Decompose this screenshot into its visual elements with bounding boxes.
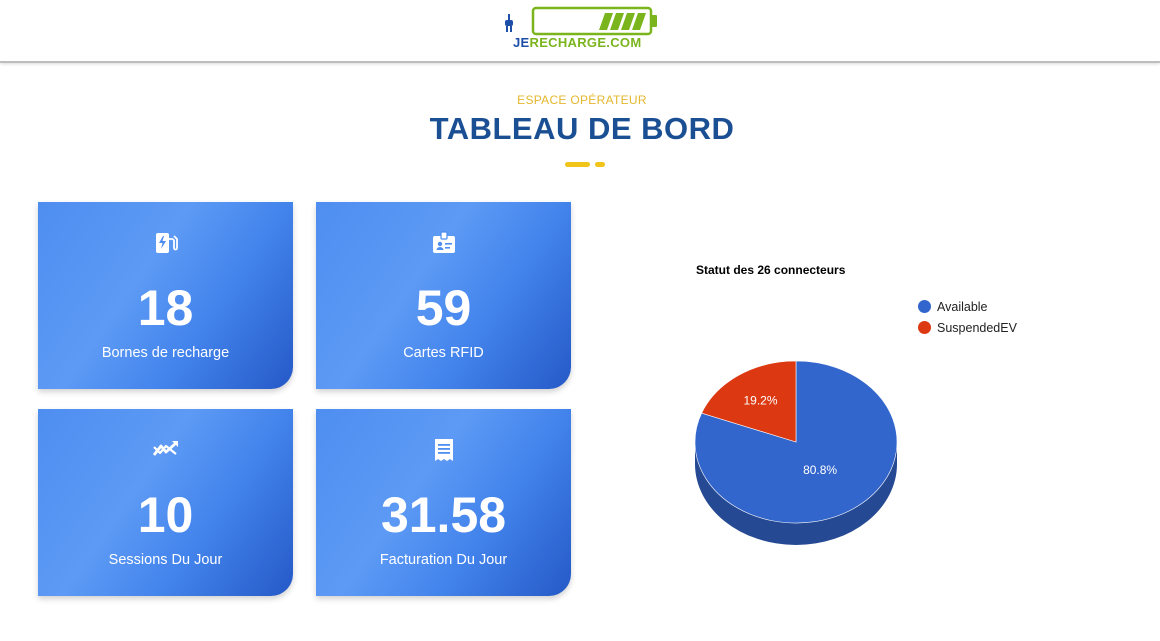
card-cartes-rfid[interactable]: 59 Cartes RFID bbox=[316, 202, 571, 389]
card-sessions[interactable]: 10 Sessions Du Jour bbox=[38, 409, 293, 596]
connector-status-pie-chart: 80.8% 19.2% bbox=[694, 360, 898, 545]
jerecharge-logo[interactable]: JERECHARGE.COM bbox=[503, 6, 661, 52]
slice-suspendedev-percent-label: 19.2% bbox=[743, 394, 777, 408]
bornes-count: 18 bbox=[137, 280, 194, 336]
bornes-label: Bornes de recharge bbox=[101, 345, 230, 361]
ev-station-icon bbox=[38, 230, 293, 258]
page-subtitle: ESPACE OPÉRATEUR bbox=[517, 93, 647, 107]
legend-label-suspendedev: SuspendedEV bbox=[937, 320, 1017, 335]
card-bornes[interactable]: 18 Bornes de recharge bbox=[38, 202, 293, 389]
slice-suspendedev[interactable] bbox=[701, 360, 797, 443]
logo-text: JERECHARGE.COM bbox=[513, 35, 641, 50]
logo-text-recharge: RECHARGE.COM bbox=[529, 35, 642, 50]
chart-title: Statut des 26 connecteurs bbox=[696, 263, 846, 277]
title-underline-short bbox=[595, 162, 605, 167]
facturation-amount: 31.58 bbox=[380, 487, 507, 543]
top-header: JERECHARGE.COM bbox=[0, 0, 1160, 63]
slice-available-side bbox=[695, 442, 897, 545]
chart-legend: Available SuspendedEV bbox=[918, 296, 1017, 338]
title-underline-long bbox=[565, 162, 590, 167]
trend-icon bbox=[38, 437, 293, 465]
receipt-icon bbox=[316, 437, 571, 465]
legend-dot-available bbox=[918, 300, 931, 313]
facturation-label: Facturation Du Jour bbox=[379, 552, 508, 568]
sessions-count: 10 bbox=[137, 487, 194, 543]
legend-item-suspendedev[interactable]: SuspendedEV bbox=[918, 317, 1017, 338]
page-title: TABLEAU DE BORD bbox=[429, 111, 735, 146]
legend-label-available: Available bbox=[937, 299, 988, 314]
sessions-label: Sessions Du Jour bbox=[108, 552, 223, 568]
card-facturation[interactable]: 31.58 Facturation Du Jour bbox=[316, 409, 571, 596]
legend-item-available[interactable]: Available bbox=[918, 296, 1017, 317]
cartes-label: Cartes RFID bbox=[403, 345, 484, 361]
logo-text-je: JE bbox=[513, 35, 530, 50]
id-badge-icon bbox=[316, 230, 571, 258]
legend-dot-suspendedev bbox=[918, 321, 931, 334]
cartes-count: 59 bbox=[415, 280, 472, 336]
slice-available-percent-label: 80.8% bbox=[803, 463, 837, 477]
battery-logo-icon bbox=[505, 6, 657, 36]
